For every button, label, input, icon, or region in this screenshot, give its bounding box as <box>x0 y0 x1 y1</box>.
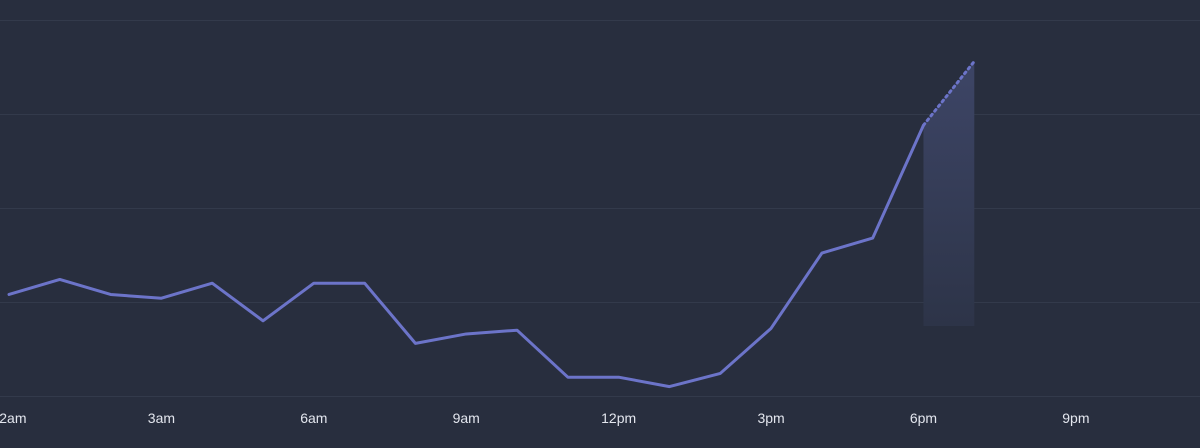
x-tick-label-7: 9pm <box>1062 410 1089 426</box>
projection-shade-area <box>923 61 975 327</box>
data-point-9 <box>465 332 468 335</box>
x-tick-label-1: 3am <box>148 410 175 426</box>
x-axis-ticks: 12am 3am 6am 9am 12pm 3pm 6pm 9pm <box>0 410 1090 426</box>
x-tick-label-4: 12pm <box>601 410 636 426</box>
x-tick-label-0: 12am <box>0 410 27 426</box>
data-point-18 <box>922 124 925 127</box>
data-point-5 <box>262 319 265 322</box>
data-point-12 <box>617 376 620 379</box>
data-point-13 <box>668 385 671 388</box>
data-point-11 <box>566 376 569 379</box>
data-point-14 <box>719 372 722 375</box>
data-point-10 <box>516 329 519 332</box>
data-point-16 <box>820 252 823 255</box>
data-point-7 <box>363 282 366 285</box>
series-line <box>7 123 925 389</box>
data-point-0 <box>8 293 11 296</box>
series-projection-line <box>921 59 976 127</box>
data-point-6 <box>312 282 315 285</box>
data-point-19 <box>973 60 976 63</box>
projection-area <box>923 61 975 327</box>
data-point-3 <box>160 297 163 300</box>
x-tick-label-6: 6pm <box>910 410 937 426</box>
data-point-8 <box>414 342 417 345</box>
data-point-15 <box>770 327 773 330</box>
x-tick-label-5: 3pm <box>757 410 784 426</box>
data-point-4 <box>211 282 214 285</box>
series-line-group <box>7 59 976 389</box>
x-tick-label-3: 9am <box>453 410 480 426</box>
data-point-2 <box>109 293 112 296</box>
grid <box>0 20 1200 397</box>
data-point-17 <box>871 237 874 240</box>
x-tick-label-2: 6am <box>300 410 327 426</box>
data-point-1 <box>58 278 61 281</box>
